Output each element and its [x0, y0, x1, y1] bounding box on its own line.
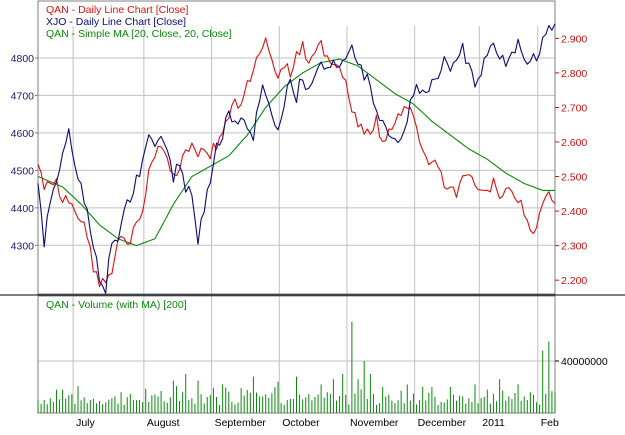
- right-axis-tick-label: 2.800: [561, 68, 587, 80]
- right-axis-tick-label: 2.200: [561, 275, 587, 287]
- right-axis-tick-label: 2.700: [561, 102, 587, 114]
- x-axis-tick-label: July: [76, 417, 95, 429]
- x-axis-tick-label: November: [350, 417, 399, 429]
- right-axis-tick-label: 2.400: [561, 206, 587, 218]
- price-panel-frame: [37, 0, 556, 295]
- xjo-series-line: [37, 23, 556, 294]
- x-axis-tick-label: August: [147, 417, 180, 429]
- left-axis-tick-label: 4300: [11, 240, 35, 252]
- left-axis-tick-label: 4700: [11, 90, 35, 102]
- ma-series-line: [37, 58, 555, 247]
- volume-legend-entry: QAN - Volume (with MA) [200]: [46, 299, 187, 311]
- x-axis-tick-label: October: [282, 417, 320, 429]
- x-axis-tick-label: December: [418, 417, 467, 429]
- right-axis-tick-label: 2.500: [561, 172, 587, 184]
- x-axis-tick-label: Feb: [541, 417, 559, 429]
- volume-axis-tick-label: 40000000: [561, 356, 608, 368]
- left-axis-tick-label: 4600: [11, 128, 35, 140]
- x-axis-tick-label: 2011: [482, 417, 505, 429]
- x-axis-tick-label: September: [215, 417, 267, 429]
- right-axis-tick-label: 2.300: [561, 241, 587, 253]
- qan-series-line: [37, 37, 556, 288]
- legend-entry: QAN - Simple MA [20, Close, 20, Close]: [46, 28, 232, 40]
- right-axis-tick-label: 2.600: [561, 137, 587, 149]
- left-axis-tick-label: 4800: [11, 53, 35, 65]
- right-axis-tick-label: 2.900: [561, 33, 587, 45]
- left-axis-tick-label: 4400: [11, 203, 35, 215]
- left-axis-tick-label: 4500: [11, 165, 35, 177]
- legend-entry: QAN - Daily Line Chart [Close]: [46, 4, 188, 16]
- legend-entry: XJO - Daily Line Chart [Close]: [46, 16, 186, 28]
